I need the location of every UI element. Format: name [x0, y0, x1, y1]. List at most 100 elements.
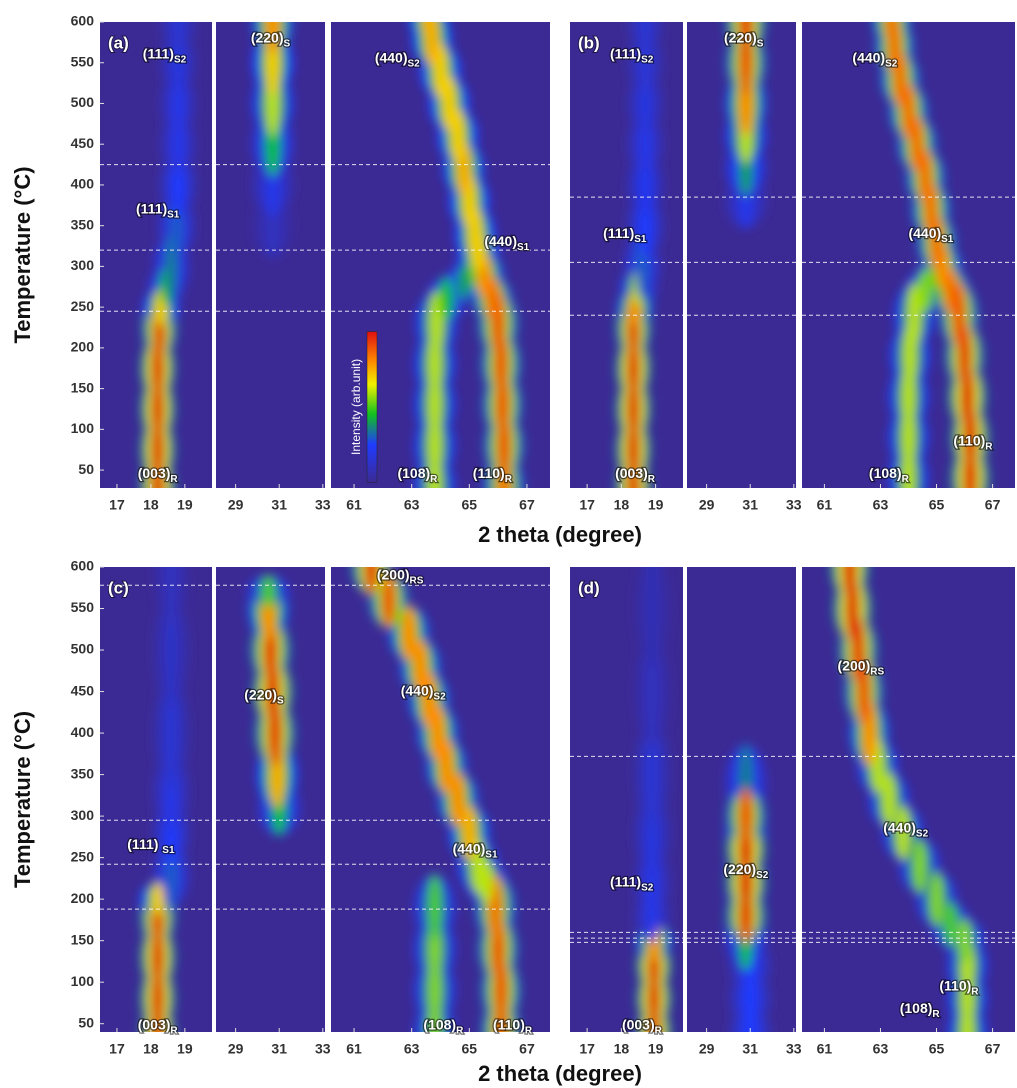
intensity-cell [910, 117, 924, 172]
panel-label: (b) [578, 33, 600, 52]
y-tick-label: 600 [71, 558, 95, 574]
intensity-cell [429, 290, 444, 356]
heat [633, 567, 673, 1032]
sub-panel [802, 22, 1015, 488]
peak-subscript: R [456, 1025, 464, 1036]
x-tick-label: 31 [742, 497, 758, 513]
intensity-cell [957, 918, 972, 963]
y-tick-label: 600 [71, 13, 95, 29]
x-tick-label: 67 [519, 497, 535, 513]
peak-subscript: S1 [167, 209, 180, 220]
peak-name: (003) [615, 465, 648, 481]
peak-label: (111)S2 [610, 45, 654, 65]
intensity-cell [462, 805, 477, 861]
peak-label: (440)S2 [852, 49, 897, 69]
intensity-cell [261, 575, 276, 609]
intensity-cell [381, 572, 396, 628]
peak-label: (110)R [953, 432, 993, 452]
sub-panel [570, 22, 683, 488]
peak-label: (220)S [244, 686, 284, 706]
peak-name: (110) [939, 977, 971, 993]
y-tick-label: 400 [71, 724, 95, 740]
sub-panel [100, 567, 212, 1032]
peak-subscript: R [655, 1025, 663, 1036]
peak-subscript: S2 [641, 882, 654, 893]
heat [247, 575, 301, 836]
y-tick-label: 250 [71, 848, 95, 864]
sub-panel [331, 567, 550, 1032]
peak-subscript: S1 [485, 849, 498, 860]
x-tick-label: 18 [614, 1041, 630, 1057]
peak-subscript: S1 [517, 242, 530, 253]
peak-subscript: RS [410, 575, 424, 586]
x-tick-label: 61 [817, 1041, 833, 1057]
colorbar-label: Intensity (arb.unit) [349, 359, 363, 455]
y-tick-label: 100 [71, 420, 95, 436]
peak-label: (003)R [138, 465, 179, 485]
intensity-cell [896, 805, 910, 861]
intensity-cell [364, 567, 379, 595]
peak-subscript: R [170, 474, 178, 485]
peak-label: (108)R [397, 465, 438, 485]
intensity-cell [439, 738, 454, 794]
x-tick-label: 19 [177, 1041, 193, 1057]
peak-name: (220) [244, 686, 277, 702]
peak-subscript: S2 [885, 58, 898, 69]
peak-label: (111)S2 [143, 45, 187, 65]
peak-subscript: R [170, 1025, 178, 1036]
intensity-cell [901, 84, 916, 139]
x-axis-title: 2 theta (degree) [478, 1061, 642, 1086]
peak-label: (111) S1 [127, 836, 175, 856]
intensity-cell [646, 567, 659, 669]
peak-name: (200) [838, 657, 871, 673]
y-tick-label: 350 [71, 765, 95, 781]
peak-subscript: R [932, 1008, 940, 1019]
x-tick-label: 61 [346, 497, 362, 513]
x-tick-label: 67 [519, 1041, 535, 1057]
y-axis-title: Temperature (°C) [10, 711, 35, 888]
peak-label: (440)S1 [453, 840, 498, 860]
intensity-cell [430, 705, 445, 761]
peak-label: (003)R [622, 1016, 663, 1036]
y-tick-label: 550 [71, 599, 95, 615]
peak-name: (440) [883, 819, 916, 835]
intensity-cell [471, 838, 485, 894]
peak-subscript: S [757, 38, 764, 49]
intensity-cell [427, 874, 442, 941]
intensity-cell [646, 631, 659, 752]
peak-label: (440)S2 [401, 682, 446, 702]
peak-subscript: S2 [916, 828, 929, 839]
peak-name: (108) [900, 999, 933, 1015]
peak-label: (110)R [939, 977, 979, 997]
x-tick-label: 61 [817, 497, 833, 513]
peak-label: (440)S2 [375, 49, 420, 69]
peak-subscript: S2 [174, 54, 187, 65]
intensity-cell [450, 771, 465, 828]
peak-subscript: RS [870, 666, 884, 677]
x-tick-label: 29 [699, 497, 715, 513]
intensity-cell [456, 266, 471, 300]
intensity-cell [265, 22, 280, 55]
y-tick-label: 500 [71, 94, 95, 110]
y-tick-label: 400 [71, 176, 95, 192]
peak-name: (440) [375, 49, 408, 65]
peak-subscript: S [284, 38, 291, 49]
y-tick-label: 500 [71, 641, 95, 657]
intensity-cell [151, 882, 164, 916]
sub-panel [802, 567, 1015, 1032]
sub-panel [331, 22, 550, 488]
peak-label: (111)S1 [603, 225, 647, 245]
peak-name: (440) [453, 840, 486, 856]
peak-name: (440) [484, 233, 517, 249]
intensity-cell [450, 108, 465, 164]
x-tick-label: 31 [271, 1041, 287, 1057]
y-tick-label: 50 [78, 1014, 94, 1030]
panel-label: (d) [578, 578, 600, 597]
peak-subscript: R [430, 474, 438, 485]
intensity-cell [918, 149, 933, 204]
peak-label: (220)S2 [723, 861, 768, 881]
peak-label: (108)R [423, 1016, 464, 1036]
peak-name: (111) [127, 836, 162, 852]
peak-subscript: R [525, 1025, 533, 1036]
peak-label: (110)R [473, 465, 513, 485]
